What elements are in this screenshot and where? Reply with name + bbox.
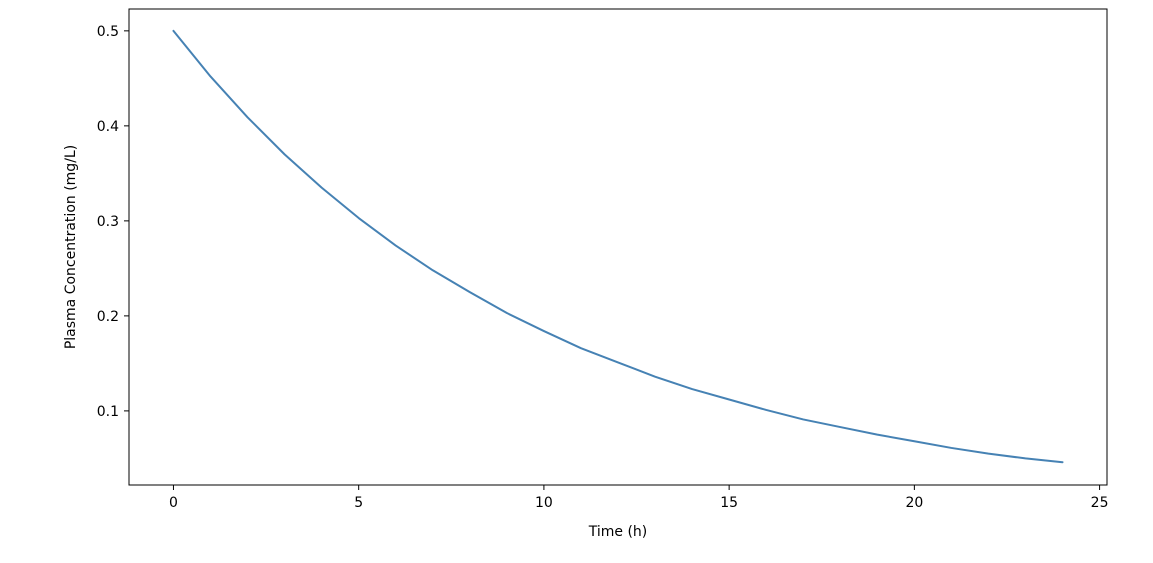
series-line [172, 29, 1064, 464]
y-tick-label: 0.5 [97, 24, 119, 40]
x-tick-label: 15 [720, 495, 738, 511]
x-tick-label: 0 [169, 495, 178, 511]
x-tick-label: 10 [535, 495, 553, 511]
x-tick-label: 5 [354, 495, 363, 511]
x-tick-label: 20 [905, 495, 923, 511]
x-tick-label: 25 [1091, 495, 1109, 511]
plot-area [172, 29, 1064, 464]
plot-frame [128, 8, 1108, 486]
y-axis-label: Plasma Concentration (mg/L) [63, 145, 79, 349]
y-tick-label: 0.1 [97, 404, 119, 420]
y-axis-ticks: 0.1 0.2 0.3 0.4 0.5 [97, 24, 129, 420]
y-tick-label: 0.2 [97, 309, 119, 325]
x-axis-ticks: 0 5 10 15 20 25 [169, 485, 1109, 511]
x-axis-label: Time (h) [588, 524, 648, 540]
y-tick-label: 0.4 [97, 119, 119, 135]
y-tick-label: 0.3 [97, 214, 119, 230]
